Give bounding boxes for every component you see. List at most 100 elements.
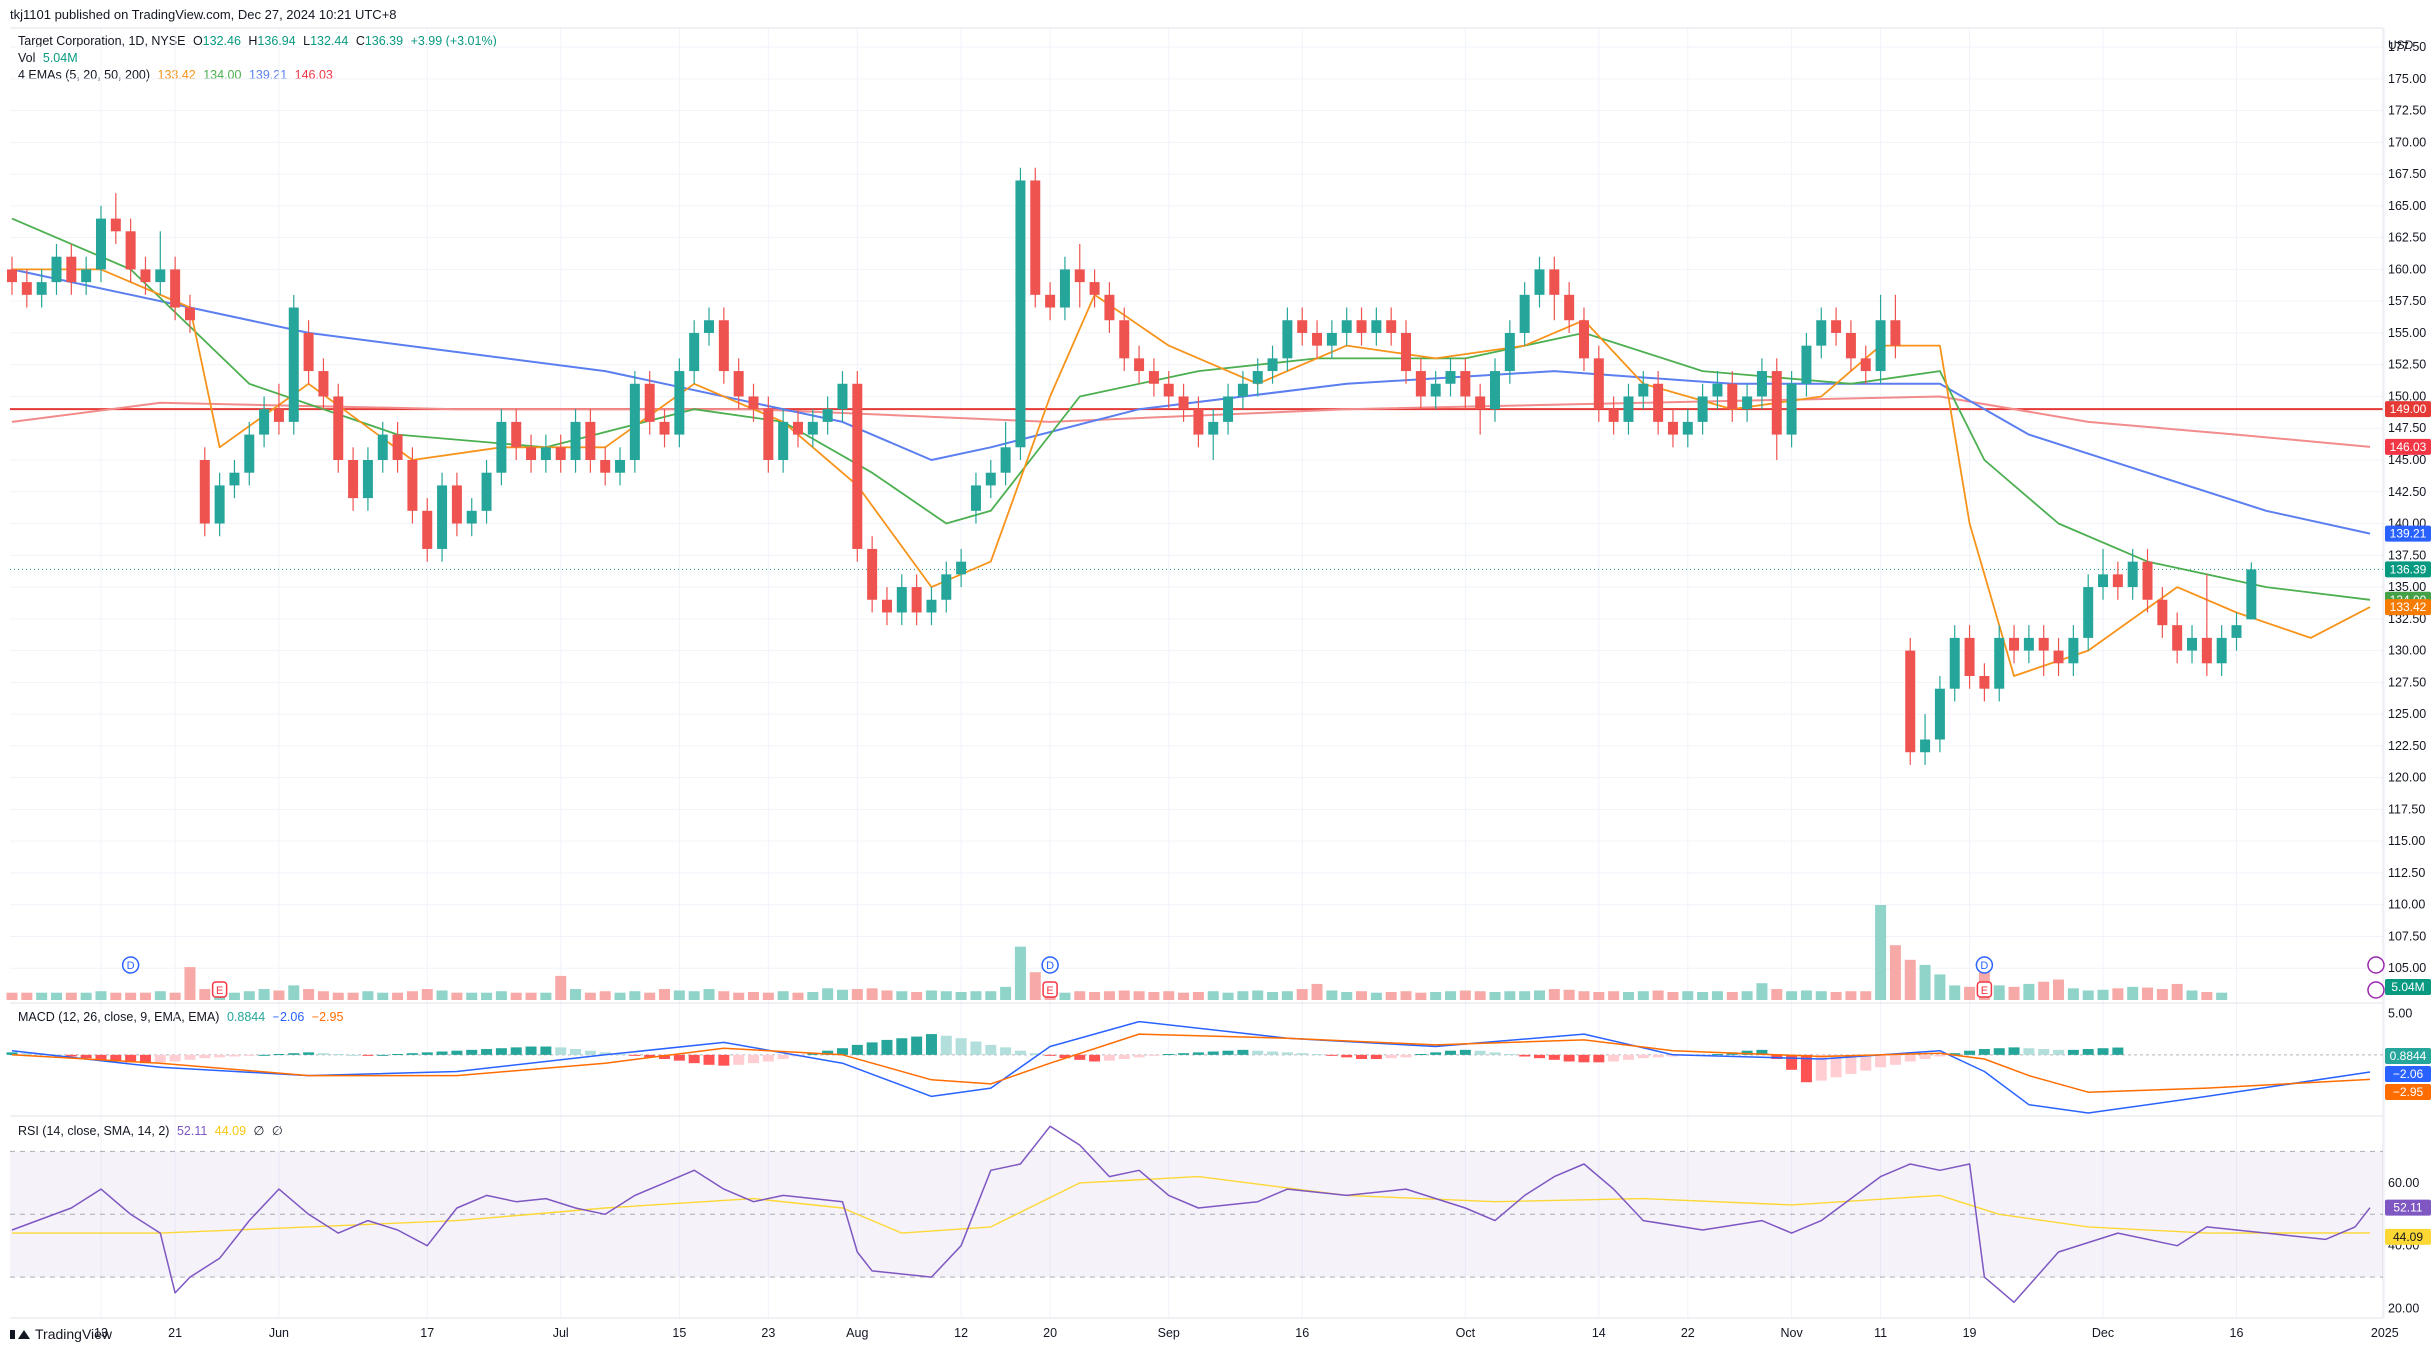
candle-body <box>333 396 344 460</box>
price-tags: 149.00146.03139.21136.39134.00133.425.04… <box>2385 401 2431 1245</box>
tradingview-brand[interactable]: TradingView <box>10 1326 112 1342</box>
volume-bar <box>1356 991 1368 1000</box>
candle-body <box>1356 320 1367 333</box>
volume-bar <box>1000 986 1012 1000</box>
volume-bar <box>807 991 819 1000</box>
candle-body <box>1564 294 1575 321</box>
volume-bar <box>2112 988 2124 1000</box>
volume-bar <box>377 992 389 1000</box>
volume-bar <box>1904 959 1916 1000</box>
rsi-ma-line <box>12 1175 2371 1234</box>
macd-hist-value: 0.8844 <box>226 1010 266 1024</box>
volume-bar <box>584 992 596 1000</box>
macd-histogram-bar <box>570 1049 582 1055</box>
macd-histogram-bar <box>2008 1047 2020 1055</box>
future-event-icon <box>2367 981 2385 999</box>
volume-bar <box>362 991 374 1000</box>
price-tick-label: 150.00 <box>2388 389 2426 403</box>
candle-body <box>2246 569 2257 620</box>
candle-body <box>1282 320 1293 359</box>
price-tag: 146.03 <box>2390 440 2427 454</box>
symbol-legend[interactable]: Target Corporation, 1D, NYSE O132.46 H13… <box>18 34 501 48</box>
candles <box>7 167 2257 765</box>
pane-borders <box>10 27 2384 1319</box>
macd-histogram-bar <box>896 1038 908 1055</box>
macd-histogram-bar <box>851 1044 863 1055</box>
candle-body <box>941 574 952 600</box>
price-tick-label: 175.00 <box>2388 72 2426 86</box>
macd-histogram-bar <box>703 1054 715 1065</box>
candle-body <box>511 421 522 448</box>
volume-bar <box>1934 974 1946 1000</box>
time-tick-label: 14 <box>1592 1326 1606 1340</box>
candle-body <box>1223 396 1234 422</box>
candle-body <box>1059 269 1070 308</box>
volume-bar <box>1860 991 1872 1000</box>
candle-body <box>600 460 611 473</box>
volume-bar <box>1163 991 1175 1000</box>
macd-histogram-bar <box>1163 1054 1175 1056</box>
macd-histogram-bar <box>940 1035 952 1055</box>
rsi-legend[interactable]: RSI (14, close, SMA, 14, 2) 52.11 44.09 … <box>18 1123 287 1138</box>
volume-bar <box>2127 986 2139 1000</box>
candle-body <box>1119 320 1130 359</box>
candle-body <box>377 434 388 460</box>
macd-histogram-bar <box>1622 1054 1634 1060</box>
price-tick-label: 107.50 <box>2388 929 2426 943</box>
candle-body <box>704 320 715 333</box>
macd-histogram-bar <box>777 1054 789 1059</box>
rsi-tag: 52.11 <box>2393 1201 2422 1215</box>
price-tick-label: 155.00 <box>2388 326 2426 340</box>
candle-body <box>1000 447 1011 473</box>
rsi-line <box>11 1125 2371 1304</box>
candle-body <box>2023 637 2034 651</box>
volume-bar <box>1726 991 1738 1000</box>
volume-bar <box>970 991 982 1000</box>
candle-body <box>199 460 210 524</box>
candle-body <box>348 460 359 499</box>
volume-bar <box>525 992 537 1000</box>
candle-body <box>718 320 729 372</box>
volume-bar <box>925 990 937 1000</box>
macd-legend[interactable]: MACD (12, 26, close, 9, EMA, EMA) 0.8844… <box>18 1010 347 1024</box>
rsi-tick-label: 60.00 <box>2388 1176 2419 1190</box>
currency-label[interactable]: USD <box>2388 38 2414 52</box>
macd-histogram-bar <box>1133 1054 1145 1058</box>
candle-body <box>896 587 907 613</box>
candle-body <box>110 218 121 232</box>
macd-histogram-bar <box>1771 1054 1783 1059</box>
volume-bar <box>317 991 329 1000</box>
macd-histogram-bar <box>1014 1050 1026 1055</box>
candle-body <box>2127 561 2138 588</box>
macd-histogram-bar <box>392 1054 404 1056</box>
volume-bar <box>1711 991 1723 1000</box>
candle-body <box>36 282 47 295</box>
candle-body <box>867 548 878 600</box>
volume-bar <box>1311 983 1323 1000</box>
candle-body <box>1845 332 1856 359</box>
macd-histogram-bar <box>866 1042 878 1055</box>
price-tag-bg <box>2385 561 2431 578</box>
dividend-marker-icon <box>121 956 140 974</box>
volume-bar <box>125 992 137 1000</box>
macd-histogram-bar <box>1029 1053 1041 1055</box>
volume-bar <box>985 991 997 1000</box>
macd-histogram-bar <box>80 1054 92 1059</box>
macd-histogram-bar <box>2067 1049 2079 1055</box>
macd-histogram-bar <box>21 1053 33 1055</box>
volume-bar <box>1652 990 1664 1000</box>
volume-bar <box>1845 991 1857 1000</box>
volume-bar <box>1074 991 1086 1000</box>
volume-bar <box>80 992 92 1000</box>
volume-legend[interactable]: Vol 5.04M <box>18 51 82 65</box>
ohlc-low: L132.44 <box>303 34 349 48</box>
candle-body <box>2009 637 2020 651</box>
candle-body <box>1163 383 1174 397</box>
candle-body <box>1771 371 1782 435</box>
volume-bar <box>1993 985 2005 1000</box>
volume-bar <box>1192 991 1204 1000</box>
candle-body <box>229 472 240 486</box>
volume-bar <box>1889 945 1901 1000</box>
macd-histogram-bar <box>584 1050 596 1055</box>
